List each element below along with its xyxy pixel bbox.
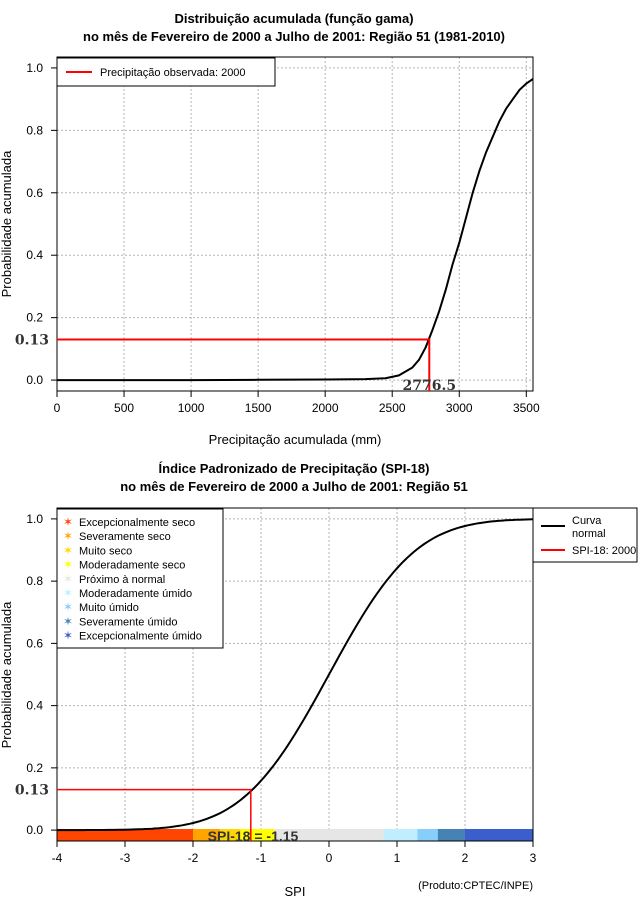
chart2-category-band-segment [193,829,221,841]
gamma-cdf-chart: Distribuição acumulada (função gama) no … [0,11,540,447]
chart2-category-legend-box [56,508,224,649]
chart2-x-tick-label: -1 [256,851,267,865]
chart2-curve-legend: Curva normal SPI-18: 2000 [532,507,638,563]
chart1-x-label: Precipitação acumulada (mm) [209,432,382,447]
chart2-category-legend-swatch: ✶ [63,572,73,586]
spi-chart: Índice Padronizado de Precipitação (SPI-… [0,461,638,899]
chart2-y-tick-label: 0.6 [26,636,43,650]
chart1-y-tick-label: 0.2 [26,311,43,325]
chart1-observed-line [57,338,431,391]
chart2-plot-frame [56,507,534,842]
chart1-observed-precip-label: 2776.5 [402,378,456,394]
chart2-category-legend-swatch: ✶ [63,529,73,543]
chart2-x-tick-label: 1 [394,851,401,865]
chart2-category-legend-swatch: ✶ [63,543,73,557]
chart1-x-tick-label: 3000 [446,401,473,415]
chart2-category-legend-swatch: ✶ [63,600,73,614]
chart2-category-legend-label: Excepcionalmente seco [79,517,195,529]
chart2-category-legend-label: Muito seco [79,545,132,557]
chart1-plot-frame [56,56,534,392]
chart1-title: Distribuição acumulada (função gama) [174,11,413,26]
chart2-y-tick-label: 0.2 [26,761,43,775]
chart2-legend-curve-label-line2: normal [572,528,606,540]
chart2-category-band-segment [437,829,465,841]
chart1-y-axis: 0.0 0.2 0.4 0.6 0.8 1.0 [26,61,57,387]
chart1-x-tick-label: 0 [54,401,61,415]
chart2-curve-legend-box [532,507,638,563]
chart1-y-label: Probabilidade acumulada [0,150,14,297]
chart2-x-tick-label: -3 [120,851,131,865]
chart2-x-tick-label: 3 [530,851,537,865]
chart2-y-tick-label: 1.0 [26,512,43,526]
chart2-y-axis: 0.0 0.2 0.4 0.6 0.8 1.0 [26,512,57,837]
chart2-category-legend-swatch: ✶ [63,629,73,643]
chart2-category-legend-label: Excepcionalmente úmido [79,631,202,643]
chart2-observed-line [57,788,252,841]
chart1-x-tick-label: 500 [114,401,134,415]
chart2-category-legend-label: Severamente seco [79,531,171,543]
chart2-category-band-segment [465,829,533,841]
chart1-gamma-curve [57,78,534,382]
chart2-category-legend-label: Muito úmido [79,602,139,614]
chart2-x-label: SPI [285,884,306,899]
chart2-category-legend-swatch: ✶ [63,614,73,628]
chart2-category-band-segment [383,829,418,841]
chart1-observed-prob-label: 0.13 [15,332,49,348]
chart1-legend-label: Precipitação observada: 2000 [100,67,246,79]
chart1-x-tick-label: 2000 [312,401,339,415]
chart1-y-tick-label: 0.8 [26,123,43,137]
chart2-y-label: Probabilidade acumulada [0,601,14,748]
chart2-category-legend-label: Severamente úmido [79,616,177,628]
chart2-category-legend-swatch: ✶ [63,515,73,529]
chart2-category-legend-label: Próximo à normal [79,574,165,586]
chart2-category-band [57,829,533,841]
chart1-x-tick-label: 1000 [178,401,205,415]
chart2-category-legend-label: Moderadamente úmido [79,588,192,600]
credit-label: (Produto:CPTEC/INPE) [418,880,533,892]
chart1-y-tick-label: 0.4 [26,248,43,262]
chart1-x-axis: 0 500 1000 1500 2000 2500 3000 3500 [54,391,540,415]
chart2-category-band-segment [240,829,275,841]
chart2-x-tick-label: -4 [52,851,63,865]
chart1-x-tick-label: 1500 [245,401,272,415]
chart2-x-axis: -4 -3 -2 -1 0 1 2 3 [52,841,537,865]
chart1-y-tick-label: 1.0 [26,61,43,75]
chart1-subtitle: no mês de Fevereiro de 2000 a Julho de 2… [83,29,505,44]
chart2-category-band-segment [57,829,193,841]
chart1-y-tick-label: 0.6 [26,186,43,200]
chart1-grid [56,57,533,391]
chart2-category-band-segment [274,829,384,841]
chart2-category-legend-label: Moderadamente seco [79,560,185,572]
chart2-title: Índice Padronizado de Precipitação (SPI-… [159,461,430,476]
chart2-x-tick-label: 0 [326,851,333,865]
chart2-y-tick-label: 0.0 [26,823,43,837]
chart1-legend-box [56,57,276,87]
chart2-y-tick-label: 0.4 [26,699,43,713]
chart2-y-tick-label: 0.8 [26,574,43,588]
chart2-spi-value-label: SPI-18 = -1.15 [208,828,299,844]
chart2-category-legend-swatch: ✶ [63,586,73,600]
chart2-category-band-segment [417,829,438,841]
chart2-category-band-segment [220,829,241,841]
chart2-category-legend: ✶ Excepcionalmente seco ✶ Severamente seco ✶… [56,508,224,649]
chart2-subtitle: no mês de Fevereiro de 2000 a Julho de 2… [120,479,468,494]
chart2-legend-observed-label: SPI-18: 2000 [572,545,636,557]
chart2-observed-prob-label: 0.13 [15,783,49,799]
chart2-normal-curve [57,518,534,832]
chart1-legend: Precipitação observada: 2000 [56,57,276,87]
chart2-category-legend-swatch: ✶ [63,558,73,572]
chart1-x-tick-label: 3500 [513,401,540,415]
chart1-x-tick-label: 2500 [379,401,406,415]
chart2-legend-curve-label: Curva [572,515,602,527]
chart2-x-tick-label: 2 [462,851,469,865]
chart2-x-tick-label: -2 [188,851,199,865]
chart1-y-tick-label: 0.0 [26,373,43,387]
